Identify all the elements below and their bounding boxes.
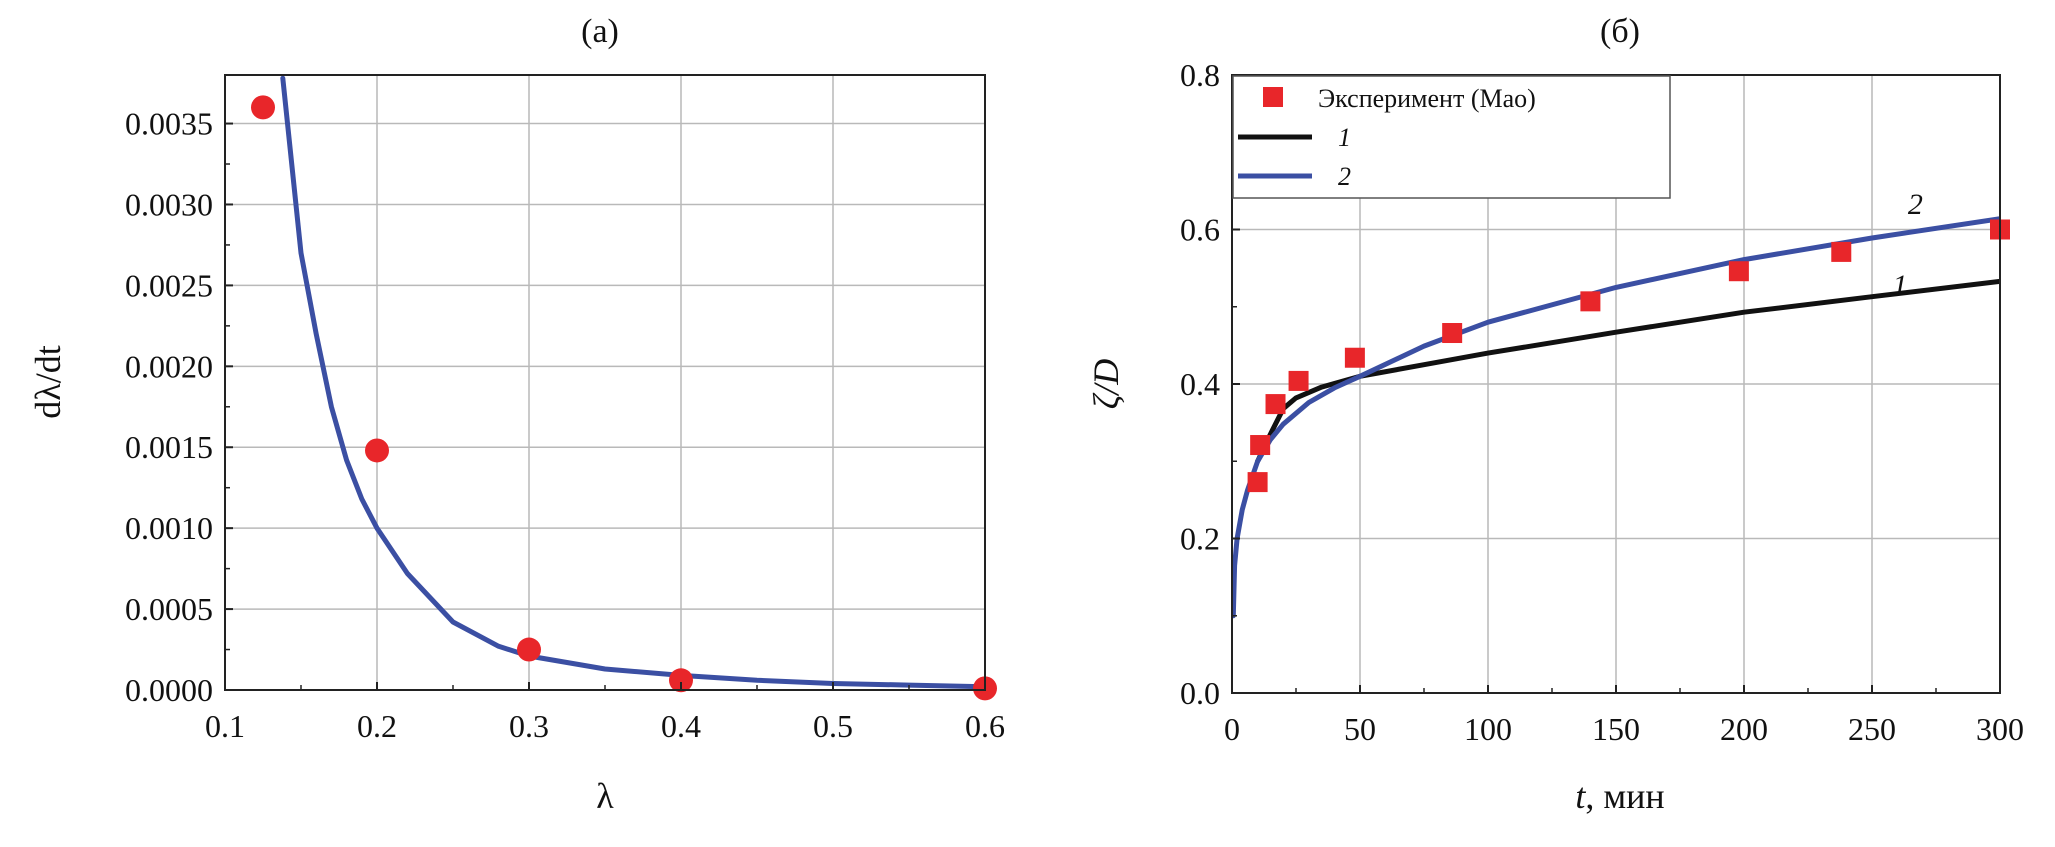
panel-b-x-axis-label-var: t bbox=[1575, 776, 1586, 816]
y-tick-label: 0.4 bbox=[1180, 366, 1220, 402]
y-tick-label: 0.0010 bbox=[125, 510, 213, 546]
panel-b-chart: (б) 12 0 50 100 150 200 250 300 0.00.20.40.60.… bbox=[1086, 13, 2024, 816]
x-tick-label: 200 bbox=[1720, 711, 1768, 747]
x-tick-label: 250 bbox=[1848, 711, 1896, 747]
panel-b-x-axis-label: t, мин bbox=[1575, 776, 1664, 816]
curve-label-2: 2 bbox=[1908, 188, 1923, 221]
data-point bbox=[365, 438, 389, 463]
y-tick-label: 0.0 bbox=[1180, 675, 1220, 711]
panel-b-curve-labels: 12 bbox=[1892, 188, 1922, 302]
x-tick-label: 0.5 bbox=[813, 708, 853, 744]
y-tick-label: 0.6 bbox=[1180, 212, 1220, 248]
data-point bbox=[1250, 435, 1271, 456]
panel-a-frame bbox=[224, 74, 986, 691]
x-tick-label: 150 bbox=[1592, 711, 1640, 747]
y-tick-label: 0.0005 bbox=[125, 591, 213, 627]
y-tick-label: 0.0035 bbox=[125, 106, 213, 142]
data-point bbox=[669, 668, 693, 693]
panel-a-x-axis-label: λ bbox=[596, 776, 614, 816]
y-tick-label: 0.0020 bbox=[125, 348, 213, 384]
panel-b-title: (б) bbox=[1600, 13, 1640, 50]
data-point bbox=[1288, 370, 1309, 391]
panel-b-legend: Эксперимент (Мао) 1 2 bbox=[1232, 75, 1671, 199]
panel-b-x-axis-label-unit: , мин bbox=[1585, 776, 1664, 816]
legend-label-experiment: Эксперимент (Мао) bbox=[1318, 84, 1536, 113]
y-tick-label: 0.0000 bbox=[125, 672, 213, 708]
y-tick-label: 0.0025 bbox=[125, 267, 213, 303]
x-tick-label: 100 bbox=[1464, 711, 1512, 747]
panel-a-y-ticks: 0.0000 0.0005 0.0010 0.0015 0.0020 0.0025 0.00… bbox=[125, 106, 233, 708]
data-point bbox=[1580, 291, 1601, 312]
panel-b-y-axis-label: ζ/D bbox=[1086, 359, 1126, 410]
x-tick-label: 300 bbox=[1976, 711, 2024, 747]
panel-a-curve bbox=[280, 75, 985, 690]
panel-a-points bbox=[251, 95, 997, 701]
data-point bbox=[1442, 323, 1463, 344]
x-tick-label: 0.4 bbox=[661, 708, 701, 744]
panel-b-x-ticks: 0 50 100 150 200 250 300 bbox=[1224, 685, 2024, 747]
panel-a-title: (а) bbox=[581, 13, 619, 50]
y-tick-label: 0.2 bbox=[1180, 521, 1220, 557]
data-point bbox=[1265, 394, 1286, 415]
series-line-2 bbox=[1232, 216, 2000, 619]
x-tick-label: 0 bbox=[1224, 711, 1240, 747]
y-tick-label: 0.0015 bbox=[125, 429, 213, 465]
x-tick-label: 0.6 bbox=[965, 708, 1005, 744]
panel-b-points bbox=[1247, 219, 2010, 493]
x-tick-label: 50 bbox=[1344, 711, 1376, 747]
x-tick-label: 0.2 bbox=[357, 708, 397, 744]
panel-a-grid bbox=[224, 75, 986, 691]
x-tick-label: 0.1 bbox=[205, 708, 245, 744]
legend-marker-experiment bbox=[1263, 87, 1283, 107]
curve-label-1: 1 bbox=[1892, 269, 1907, 302]
y-tick-label: 0.0030 bbox=[125, 186, 213, 222]
panel-b-y-ticks: 0.0 0.2 0.4 0.6 0.8 bbox=[1180, 57, 1240, 711]
series-line-1 bbox=[280, 75, 985, 690]
data-point bbox=[517, 637, 541, 662]
data-point bbox=[1247, 472, 1268, 493]
legend-label-2: 2 bbox=[1338, 162, 1351, 191]
panel-a-y-axis-label: dλ/dt bbox=[28, 345, 68, 418]
legend-label-1: 1 bbox=[1338, 123, 1351, 152]
data-point bbox=[1344, 347, 1365, 368]
y-tick-label: 0.8 bbox=[1180, 57, 1220, 93]
data-point bbox=[1831, 241, 1852, 262]
x-tick-label: 0.3 bbox=[509, 708, 549, 744]
data-point bbox=[1728, 261, 1749, 282]
data-point bbox=[251, 95, 275, 120]
panel-a-chart: (а) 0.1 0.2 0.3 0.4 0.5 0.6 0.0000 0.0005 0.001… bbox=[28, 13, 1005, 816]
panel-a-x-ticks: 0.1 0.2 0.3 0.4 0.5 0.6 bbox=[205, 682, 1005, 744]
